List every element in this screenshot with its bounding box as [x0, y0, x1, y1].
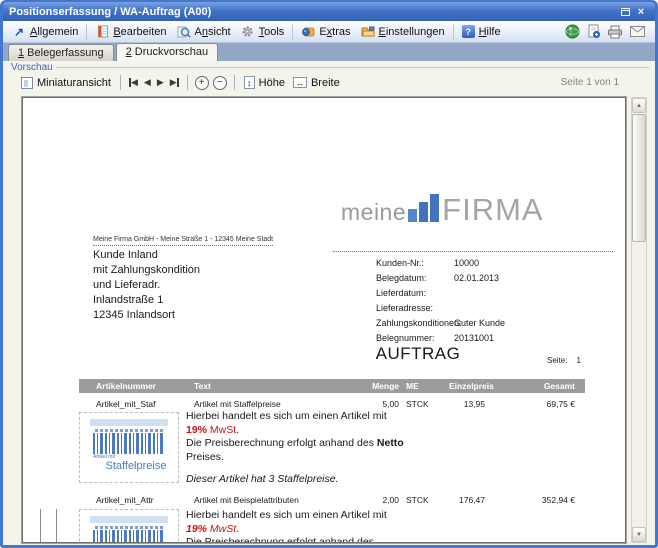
- zoom-in-icon: +: [198, 77, 205, 88]
- document-info-block: Kunden-Nr.: 10000 Belegdatum: 02.01.2013 L…: [333, 251, 613, 346]
- document-page: meine FIRMA Meine Firma GmbH - Meine Str…: [23, 98, 625, 542]
- menu-allgemein[interactable]: ↗ Allgemein: [13, 24, 79, 39]
- export-document-icon[interactable]: [587, 24, 600, 39]
- extras-icon: [301, 25, 315, 39]
- mail-icon[interactable]: [630, 26, 645, 37]
- article-description: Hierbei handelt es sich um einen Artikel…: [186, 509, 387, 543]
- table-row: Artikel_mit_Attr Artikel mit Beispielatt…: [96, 495, 575, 505]
- document-page-number: Seite: 1: [547, 356, 581, 365]
- restore-icon: [620, 7, 630, 16]
- magnifier-icon: [177, 25, 191, 39]
- next-page-button[interactable]: ▶: [154, 77, 167, 88]
- zoom-out-button[interactable]: −: [212, 75, 227, 90]
- close-button[interactable]: ×: [633, 5, 649, 19]
- menu-hilfe[interactable]: ? Hilfe: [457, 23, 506, 40]
- thumbnail-icon: [21, 76, 33, 89]
- zoom-in-button[interactable]: +: [194, 75, 209, 90]
- scroll-down-icon[interactable]: ▼: [632, 527, 646, 542]
- logo-text-firma: FIRMA: [442, 192, 544, 228]
- arrow-ne-icon: ↗: [13, 24, 25, 39]
- menu-ansicht[interactable]: Ansicht: [172, 23, 236, 41]
- globe-icon[interactable]: [565, 24, 580, 39]
- previous-page-icon: ◀: [143, 77, 151, 87]
- preview-scrollbar[interactable]: ▲ ▼: [631, 97, 647, 543]
- tab-belegerfassung[interactable]: 1 Belegerfassung: [8, 44, 114, 61]
- article-barcode-image: Artikel mit Staffelpreise: [79, 412, 179, 483]
- table-row: Artikel_mit_Staf Artikel mit Staffelprei…: [96, 399, 575, 409]
- tab-druckvorschau[interactable]: 2 Druckvorschau: [115, 43, 219, 61]
- titlebar: Positionserfassung / WA-Auftrag (A00) ×: [3, 2, 655, 21]
- article-description: Hierbei handelt es sich um einen Artikel…: [186, 410, 404, 485]
- menu-separator: [292, 23, 294, 40]
- page-indicator: Seite 1 von 1: [560, 77, 619, 88]
- next-page-icon: ▶: [156, 77, 164, 87]
- last-page-button[interactable]: ▶: [169, 77, 179, 87]
- fit-width-button[interactable]: ↔ Breite: [289, 76, 344, 90]
- last-page-icon: [176, 78, 179, 87]
- vorschau-groupbox-label: Vorschau: [3, 61, 655, 73]
- barcode-icon: [93, 530, 165, 542]
- close-icon: ×: [637, 5, 645, 18]
- printer-icon[interactable]: [607, 25, 623, 39]
- help-icon: ?: [461, 25, 475, 38]
- fit-height-icon: ↕: [243, 76, 255, 89]
- miniaturansicht-button[interactable]: Miniaturansicht: [17, 76, 115, 90]
- scrollbar-thumb[interactable]: [632, 114, 646, 242]
- menubar: ↗ Allgemein Bearbeiten Ansicht Tools: [3, 21, 655, 43]
- preview-frame: meine FIRMA Meine Firma GmbH - Meine Str…: [21, 96, 627, 544]
- window-title: Positionserfassung / WA-Auftrag (A00): [9, 5, 212, 18]
- logo-text-meine: meine: [341, 199, 407, 226]
- menu-bearbeiten[interactable]: Bearbeiten: [90, 23, 171, 41]
- barcode-microtext: [95, 526, 163, 529]
- recipient-address: Kunde Inland mit Zahlungskondition und L…: [93, 249, 201, 321]
- first-page-icon: [128, 78, 131, 87]
- tab-strip: 1 Belegerfassung 2 Druckvorschau: [3, 43, 655, 61]
- menu-separator: [452, 23, 454, 40]
- barcode-icon: [93, 433, 165, 454]
- folder-icon: [361, 25, 375, 39]
- menu-extras[interactable]: Extras: [296, 23, 355, 41]
- preview-toolbar: Miniaturansicht ◀ ◀ ▶ ▶ + − ↕ Höhe ↔ Bre…: [3, 72, 655, 93]
- fit-width-icon: ↔: [292, 77, 307, 88]
- previous-page-button[interactable]: ◀: [141, 77, 154, 88]
- logo-bars-icon: [408, 194, 440, 222]
- first-page-button[interactable]: ◀: [128, 77, 138, 87]
- article-barcode-image: [79, 509, 179, 542]
- fit-height-button[interactable]: ↕ Höhe: [240, 75, 289, 90]
- company-logo: meine FIRMA: [341, 192, 544, 228]
- gear-icon: [241, 25, 255, 39]
- menu-separator: [86, 23, 88, 40]
- edit-notebook-icon: [95, 25, 109, 39]
- sender-line: Meine Firma GmbH - Meine Straße 1 - 1234…: [93, 236, 274, 246]
- restore-button[interactable]: [617, 5, 633, 19]
- scroll-up-icon[interactable]: ▲: [632, 98, 646, 113]
- menu-tools[interactable]: Tools: [236, 23, 290, 41]
- menu-einstellungen[interactable]: Einstellungen: [356, 23, 450, 41]
- fold-mark: [56, 509, 57, 542]
- content-area: Vorschau Miniaturansicht ◀ ◀ ▶ ▶ + − ↕ H…: [3, 61, 655, 545]
- document-title: AUFTRAG: [375, 344, 461, 363]
- barcode-microtext: [95, 429, 163, 432]
- table-header: Artikelnummer Text Menge ME Einzelpreis …: [79, 379, 585, 393]
- zoom-out-icon: −: [216, 77, 223, 88]
- fold-mark: [40, 509, 41, 542]
